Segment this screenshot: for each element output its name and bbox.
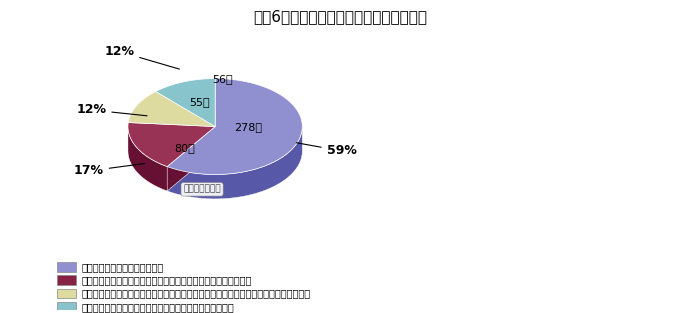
- Text: プロットエリア: プロットエリア: [184, 185, 221, 194]
- Bar: [57, 289, 75, 298]
- Text: 278件: 278件: [235, 121, 262, 131]
- Polygon shape: [129, 91, 215, 126]
- Text: 17%: 17%: [73, 163, 144, 177]
- Text: 80件: 80件: [174, 143, 195, 153]
- Text: 12%: 12%: [76, 104, 147, 116]
- Text: 駐車車両の直前直後から飛び出した歩行者と衝突した事故: 駐車車両の直前直後から飛び出した歩行者と衝突した事故: [82, 302, 235, 312]
- Text: 駐車車両を避けるため進路変更して、他の車両等に衝突した事故: 駐車車両を避けるため進路変更して、他の車両等に衝突した事故: [82, 275, 252, 285]
- Polygon shape: [167, 127, 303, 199]
- Bar: [57, 262, 75, 272]
- Polygon shape: [128, 122, 215, 167]
- Polygon shape: [128, 127, 167, 191]
- Text: 車両が駐車車両に衝突した事故: 車両が駐車車両に衝突した事故: [82, 262, 164, 272]
- Text: 駐車車両が死角となり、他の車両の発見が遅れて衝突した事故（いわゆる出会頭事故）: 駐車車両が死角となり、他の車両の発見が遅れて衝突した事故（いわゆる出会頭事故）: [82, 288, 311, 298]
- Polygon shape: [167, 126, 215, 191]
- Polygon shape: [167, 79, 303, 174]
- Text: 12%: 12%: [104, 45, 180, 69]
- Text: 55件: 55件: [189, 97, 209, 107]
- Bar: [57, 275, 75, 285]
- Polygon shape: [156, 79, 215, 126]
- Text: 令和6年駐車車両関与交通人身事故の形態: 令和6年駐車車両関与交通人身事故の形態: [253, 9, 427, 24]
- Polygon shape: [167, 126, 215, 191]
- Text: 59%: 59%: [296, 143, 356, 157]
- Bar: [57, 302, 75, 311]
- Text: 56件: 56件: [212, 74, 233, 84]
